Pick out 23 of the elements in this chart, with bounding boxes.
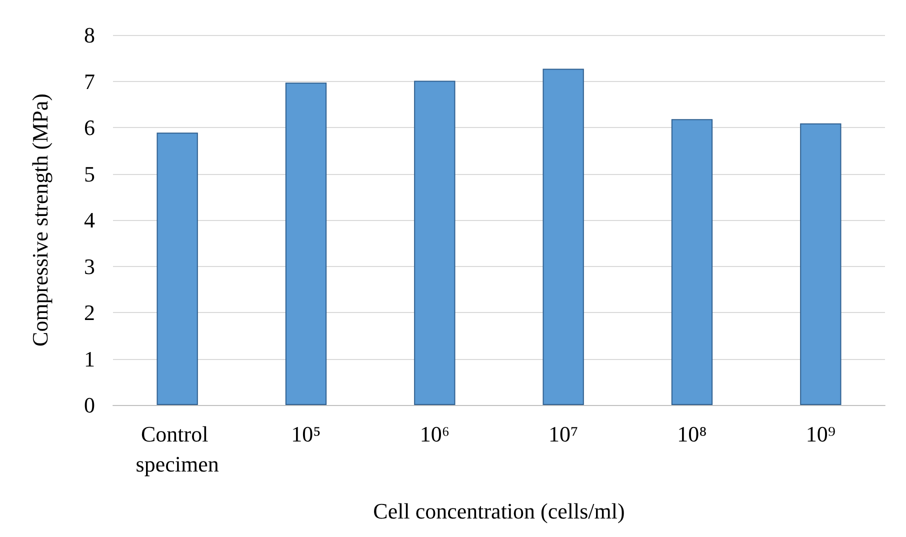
x-tick-label: 10⁵ bbox=[291, 422, 321, 446]
y-tick-label: 3 bbox=[84, 254, 95, 279]
y-tick-label: 7 bbox=[84, 68, 95, 94]
bar bbox=[542, 68, 584, 405]
x-tick-label: Control specimen bbox=[136, 422, 219, 476]
bar bbox=[156, 132, 198, 405]
y-tick-label: 6 bbox=[84, 115, 95, 140]
x-tick-label: 10⁶ bbox=[420, 422, 450, 446]
x-tick-label: 10⁹ bbox=[806, 422, 836, 446]
y-tick-label: 1 bbox=[84, 346, 95, 372]
y-axis-title: Compressive strength (MPa) bbox=[28, 94, 52, 346]
x-axis-title: Cell concentration (cells/ml) bbox=[373, 498, 625, 524]
bar bbox=[285, 82, 327, 405]
y-tick-label: 8 bbox=[84, 22, 95, 48]
y-tick-label: 2 bbox=[84, 300, 95, 325]
y-tick-label: 5 bbox=[84, 161, 95, 186]
bar bbox=[800, 123, 842, 405]
bar bbox=[671, 119, 713, 405]
x-tick-label: 10⁷ bbox=[548, 422, 578, 446]
y-tick-label: 0 bbox=[84, 392, 95, 418]
x-tick-label: 10⁸ bbox=[677, 422, 707, 446]
bar bbox=[414, 80, 456, 405]
y-tick-label: 4 bbox=[84, 208, 95, 232]
